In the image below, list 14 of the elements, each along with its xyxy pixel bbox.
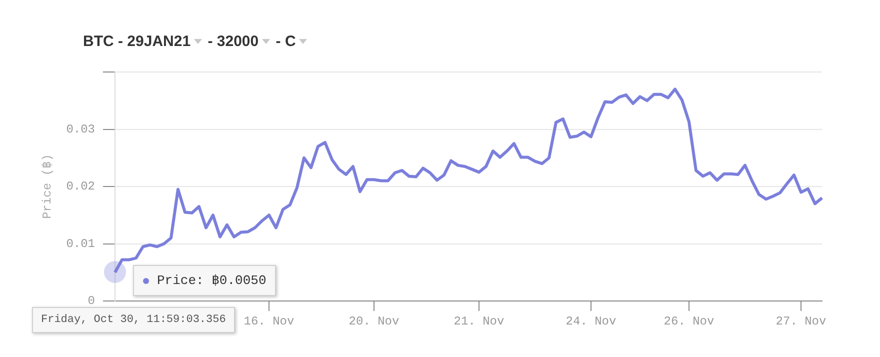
x-tick-label: 24. Nov: [566, 314, 616, 328]
y-tick-label: 0.01: [66, 236, 95, 251]
chart-title: BTC - 29JAN21 - 32000 - C: [83, 33, 296, 50]
x-tick-label: 21. Nov: [454, 314, 504, 328]
x-tick-label: 27. Nov: [776, 314, 826, 328]
text: Friday, Oct 30, 11:59:03.356: [32, 307, 235, 333]
annotation: Price: ฿0.0050: [157, 273, 266, 288]
x-tick-label: 26. Nov: [664, 314, 714, 328]
y-tick-label: 0.02: [66, 180, 95, 194]
y-tick-label: 0: [88, 294, 95, 308]
x-tick-label: 20. Nov: [348, 314, 400, 328]
y-axis-title: Price (฿): [40, 154, 54, 219]
y-tick-label: 0.03: [66, 122, 95, 136]
x-tick-label: 16. Nov: [244, 314, 294, 328]
